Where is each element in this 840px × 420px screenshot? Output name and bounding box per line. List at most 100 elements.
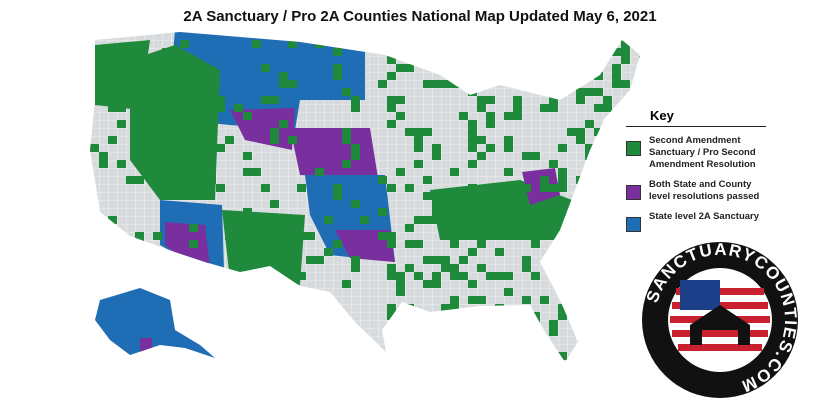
county (522, 184, 531, 192)
county (585, 88, 594, 96)
county (612, 120, 621, 128)
county (423, 176, 432, 184)
county (396, 112, 405, 120)
county (504, 216, 513, 224)
legend-label: Both State and County level resolutions … (649, 179, 760, 202)
county (153, 176, 162, 184)
county (639, 256, 640, 264)
county (477, 296, 486, 304)
county (558, 176, 567, 184)
county (549, 64, 558, 72)
county (414, 216, 423, 224)
county (90, 208, 99, 216)
county (189, 168, 198, 176)
county (531, 152, 540, 160)
county (576, 176, 585, 184)
county (612, 72, 621, 80)
county (504, 192, 513, 200)
county (630, 304, 639, 312)
county (477, 320, 486, 328)
county (567, 216, 576, 224)
county (630, 288, 639, 296)
county (486, 232, 495, 240)
county (477, 200, 486, 208)
county (468, 136, 477, 144)
county (387, 184, 396, 192)
county (513, 96, 522, 104)
county (180, 264, 189, 272)
county (189, 128, 198, 136)
county (414, 272, 423, 280)
county (558, 72, 567, 80)
county (450, 264, 459, 272)
county (450, 216, 459, 224)
county (432, 208, 441, 216)
county (441, 192, 450, 200)
county (594, 216, 603, 224)
county (108, 352, 117, 360)
county (468, 160, 477, 168)
county (306, 232, 315, 240)
county (207, 128, 216, 136)
county (297, 184, 306, 192)
county (441, 232, 450, 240)
county (576, 312, 585, 320)
legend: Key Second Amendment Sanctuary / Pro Sec… (626, 108, 766, 232)
county (333, 336, 342, 344)
county (603, 96, 612, 104)
county (351, 264, 360, 272)
county (432, 216, 441, 224)
county (549, 184, 558, 192)
county (153, 360, 162, 362)
county (459, 320, 468, 328)
county (99, 152, 108, 160)
county (468, 144, 477, 152)
county (522, 40, 531, 48)
county (315, 312, 324, 320)
county (279, 120, 288, 128)
county (270, 136, 279, 144)
county (513, 224, 522, 232)
county (594, 152, 603, 160)
county (558, 144, 567, 152)
county (459, 232, 468, 240)
county (432, 80, 441, 88)
county (603, 144, 612, 152)
county (513, 48, 522, 56)
county (243, 152, 252, 160)
county (450, 80, 459, 88)
county (414, 144, 423, 152)
county (585, 304, 594, 312)
county (405, 240, 414, 248)
county (495, 272, 504, 280)
county (513, 192, 522, 200)
legend-item: Second Amendment Sanctuary / Pro Second … (626, 135, 766, 171)
county (378, 232, 387, 240)
county (630, 264, 639, 272)
county (612, 296, 621, 304)
county (612, 352, 621, 360)
county (252, 304, 261, 312)
county (477, 96, 486, 104)
county (576, 72, 585, 80)
county (153, 64, 162, 72)
county (504, 336, 513, 344)
legend-swatch (626, 185, 641, 200)
county (261, 312, 270, 320)
county (486, 144, 495, 152)
county (180, 72, 189, 80)
county (612, 64, 621, 72)
county (468, 80, 477, 88)
county (405, 224, 414, 232)
county (216, 96, 225, 104)
county (216, 320, 225, 328)
county (243, 112, 252, 120)
county (387, 56, 396, 64)
county (477, 152, 486, 160)
county (387, 232, 396, 240)
county (333, 240, 342, 248)
county (450, 168, 459, 176)
county (522, 256, 531, 264)
county (279, 328, 288, 336)
county (567, 128, 576, 136)
